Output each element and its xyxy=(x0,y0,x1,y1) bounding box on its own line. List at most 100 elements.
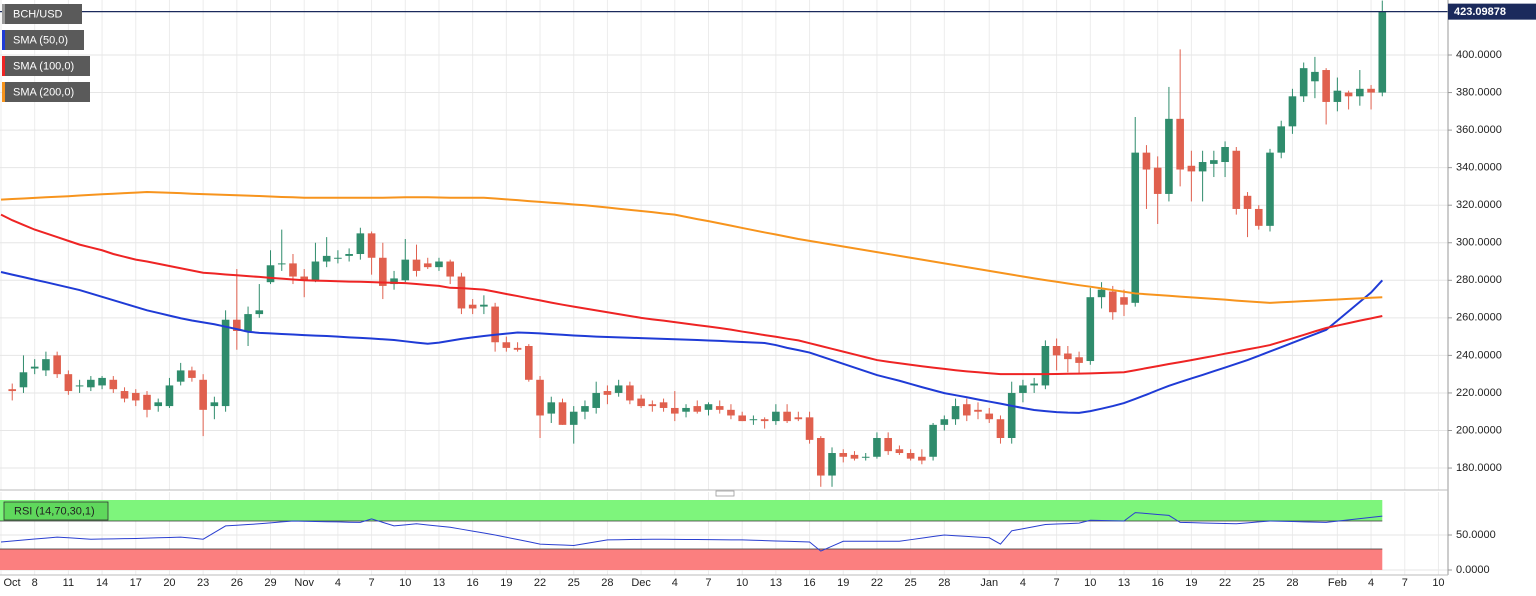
candle-body xyxy=(873,437,881,457)
legend-label: SMA (200,0) xyxy=(13,86,74,98)
x-tick-label: 22 xyxy=(871,577,883,589)
candle-body xyxy=(985,413,994,420)
y-tick-label: 0.0000 xyxy=(1456,564,1490,576)
x-tick-label: 28 xyxy=(1286,577,1298,589)
candle-body xyxy=(929,424,937,457)
candle-body xyxy=(42,359,50,371)
x-tick-label: Jan xyxy=(980,577,998,589)
candle-body xyxy=(98,377,106,386)
y-tick-label: 320.0000 xyxy=(1456,199,1502,211)
candle-body xyxy=(1198,162,1207,172)
candle-body xyxy=(468,304,477,309)
legend-label: SMA (50,0) xyxy=(13,34,68,46)
x-tick-label: 7 xyxy=(369,577,375,589)
candle-body xyxy=(951,406,960,420)
oversold-zone xyxy=(0,549,1383,570)
x-tick-label: 14 xyxy=(96,577,108,589)
candle-body xyxy=(682,407,690,412)
candle-body xyxy=(143,394,151,410)
candle-body xyxy=(345,254,353,256)
legend-box xyxy=(2,4,82,24)
y-tick-label: 180.0000 xyxy=(1456,462,1502,474)
rsi-legend: RSI (14,70,30,1) xyxy=(3,501,109,521)
candle-body xyxy=(895,449,904,454)
candle-body xyxy=(974,409,982,412)
legend-box xyxy=(2,82,90,102)
x-tick-label: 7 xyxy=(705,577,711,589)
x-tick-label: 17 xyxy=(130,577,142,589)
x-tick-label: 13 xyxy=(770,577,782,589)
candle-body xyxy=(154,402,163,407)
candle-body xyxy=(1007,392,1016,438)
y-tick-label: 200.0000 xyxy=(1456,424,1502,436)
candle-body xyxy=(367,233,376,258)
candle-body xyxy=(671,407,679,414)
candle-body xyxy=(760,419,769,422)
candle-body xyxy=(1266,152,1274,226)
y-tick-label: 50.0000 xyxy=(1456,529,1496,541)
candle-body xyxy=(1288,96,1297,127)
candle-body xyxy=(322,255,331,262)
candle-body xyxy=(1221,147,1229,163)
candle-body xyxy=(1187,165,1196,172)
candle-body xyxy=(1142,152,1151,170)
x-tick-label: 20 xyxy=(163,577,175,589)
candle-body xyxy=(1041,346,1050,386)
x-tick-label: 19 xyxy=(1185,577,1197,589)
x-tick-label: 16 xyxy=(1152,577,1164,589)
candle-body xyxy=(918,456,926,461)
candle-body xyxy=(996,419,1005,438)
legend-strip xyxy=(2,30,5,50)
candle-body xyxy=(435,261,443,268)
x-tick-label: 4 xyxy=(1368,577,1374,589)
candle-body xyxy=(1075,357,1083,363)
candle-body xyxy=(221,319,230,407)
candle-body xyxy=(1333,90,1342,102)
candle-body xyxy=(423,263,432,268)
sma-line xyxy=(0,271,1384,414)
x-tick-label: 10 xyxy=(1432,577,1444,589)
candle-body xyxy=(1131,152,1140,303)
y-tick-label: 360.0000 xyxy=(1456,124,1502,136)
x-tick-label: 16 xyxy=(803,577,815,589)
candle-body xyxy=(513,347,522,350)
candle-body xyxy=(749,419,758,421)
candle-body xyxy=(491,306,499,343)
x-tick-label: 29 xyxy=(264,577,276,589)
x-tick-label: 26 xyxy=(231,577,243,589)
x-tick-label: 19 xyxy=(837,577,849,589)
sma-line xyxy=(0,213,1383,376)
candle-body xyxy=(1277,126,1286,153)
candle-body xyxy=(1030,383,1038,386)
candle-body xyxy=(255,310,264,315)
candle-body xyxy=(233,319,241,331)
x-tick-label: 28 xyxy=(938,577,950,589)
candle-body xyxy=(311,261,320,281)
x-tick-label: 23 xyxy=(197,577,209,589)
candle-body xyxy=(962,404,971,416)
candle-body xyxy=(1108,291,1117,313)
candle-body xyxy=(1344,92,1353,97)
y-tick-label: 340.0000 xyxy=(1456,162,1502,174)
x-tick-label: 11 xyxy=(63,577,74,589)
candle-body xyxy=(188,370,196,378)
sma-line xyxy=(0,191,1383,304)
candle-body xyxy=(87,379,95,388)
candle-body xyxy=(816,437,825,476)
candle-body xyxy=(626,385,634,401)
candle-body xyxy=(120,391,129,399)
candle-body xyxy=(783,411,791,422)
y-tick-label: 260.0000 xyxy=(1456,312,1502,324)
candle-body xyxy=(1210,160,1218,164)
candle-body xyxy=(30,366,39,369)
candle-body xyxy=(210,402,219,407)
candle-body xyxy=(289,263,297,277)
legend-box xyxy=(2,56,90,76)
candle-body xyxy=(379,257,387,286)
resize-handle[interactable] xyxy=(715,490,735,497)
y-tick-label: 300.0000 xyxy=(1456,237,1502,249)
candle-body xyxy=(1176,118,1184,170)
candle-body xyxy=(1052,346,1061,356)
